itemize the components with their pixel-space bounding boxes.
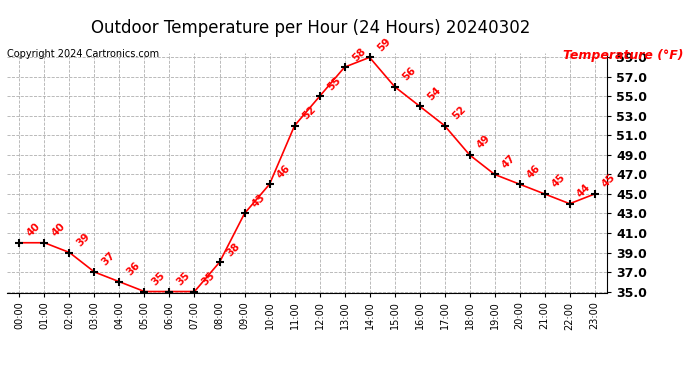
Text: 47: 47 [500,153,518,170]
Text: 35: 35 [175,270,193,287]
Text: 35: 35 [150,270,168,287]
Text: 36: 36 [125,260,142,278]
Text: 38: 38 [225,241,242,258]
Text: 59: 59 [375,36,393,53]
Text: 44: 44 [575,182,593,200]
Text: 49: 49 [475,134,493,151]
Text: 35: 35 [200,270,217,287]
Text: 54: 54 [425,85,442,102]
Text: 46: 46 [525,163,542,180]
Text: Temperature (°F): Temperature (°F) [562,49,683,62]
Text: 37: 37 [100,251,117,268]
Text: 55: 55 [325,75,342,92]
Text: 56: 56 [400,65,417,82]
Text: Outdoor Temperature per Hour (24 Hours) 20240302: Outdoor Temperature per Hour (24 Hours) … [91,19,530,37]
Text: Copyright 2024 Cartronics.com: Copyright 2024 Cartronics.com [7,49,159,59]
Text: 40: 40 [50,221,68,238]
Text: 39: 39 [75,231,92,248]
Text: 43: 43 [250,192,268,209]
Text: 40: 40 [25,221,42,238]
Text: 45: 45 [550,172,568,190]
Text: 45: 45 [600,172,618,190]
Text: 58: 58 [350,46,368,63]
Text: 52: 52 [450,104,468,122]
Text: 46: 46 [275,163,293,180]
Text: 52: 52 [300,104,317,122]
